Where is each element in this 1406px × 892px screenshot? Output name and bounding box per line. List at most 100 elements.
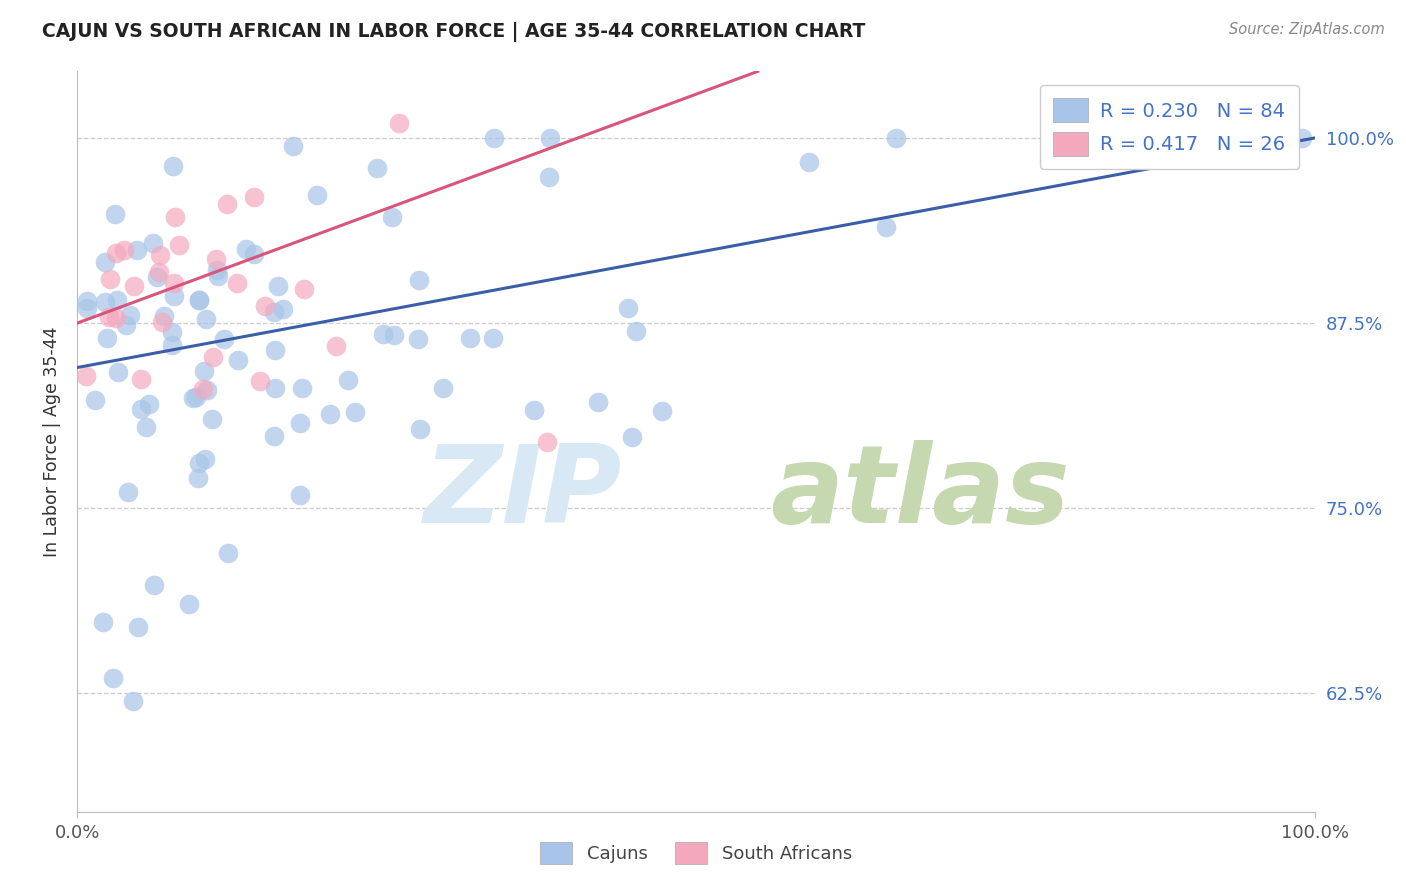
- Point: [1291, 131, 1313, 145]
- Point: [163, 210, 186, 224]
- Point: [235, 242, 257, 256]
- Point: [201, 412, 224, 426]
- Point: [114, 243, 136, 257]
- Point: [194, 311, 217, 326]
- Point: [195, 383, 218, 397]
- Point: [273, 301, 295, 316]
- Point: [149, 248, 172, 262]
- Point: [129, 372, 152, 386]
- Point: [204, 252, 226, 266]
- Point: [135, 419, 157, 434]
- Point: [875, 219, 897, 234]
- Point: [523, 402, 546, 417]
- Point: [537, 169, 560, 184]
- Point: [75, 368, 97, 383]
- Point: [226, 276, 249, 290]
- Point: [183, 392, 205, 406]
- Text: CAJUN VS SOUTH AFRICAN IN LABOR FORCE | AGE 35-44 CORRELATION CHART: CAJUN VS SOUTH AFRICAN IN LABOR FORCE | …: [42, 22, 866, 42]
- Point: [281, 139, 304, 153]
- Point: [205, 263, 228, 277]
- Point: [264, 343, 287, 358]
- Point: [148, 265, 170, 279]
- Point: [98, 310, 121, 325]
- Point: [586, 395, 609, 409]
- Point: [127, 243, 149, 257]
- Point: [76, 301, 98, 315]
- Point: [217, 546, 239, 560]
- Point: [98, 271, 121, 285]
- Point: [105, 246, 128, 260]
- Point: [150, 315, 173, 329]
- Point: [194, 451, 217, 466]
- Point: [184, 390, 207, 404]
- Point: [409, 422, 432, 436]
- Point: [382, 328, 405, 343]
- Point: [104, 310, 127, 325]
- Point: [263, 305, 285, 319]
- Point: [226, 353, 249, 368]
- Point: [163, 289, 186, 303]
- Point: [188, 293, 211, 307]
- Point: [187, 471, 209, 485]
- Point: [101, 672, 124, 686]
- Point: [373, 326, 395, 341]
- Point: [91, 615, 114, 630]
- Point: [138, 397, 160, 411]
- Point: [120, 308, 142, 322]
- Point: [167, 237, 190, 252]
- Point: [153, 309, 176, 323]
- Point: [337, 372, 360, 386]
- Point: [105, 293, 128, 308]
- Point: [187, 293, 209, 307]
- Text: atlas: atlas: [770, 441, 1070, 547]
- Point: [536, 434, 558, 449]
- Point: [408, 272, 430, 286]
- Point: [115, 318, 138, 332]
- Point: [202, 350, 225, 364]
- Point: [107, 365, 129, 379]
- Point: [325, 339, 347, 353]
- Point: [143, 577, 166, 591]
- Point: [290, 416, 312, 430]
- Text: Source: ZipAtlas.com: Source: ZipAtlas.com: [1229, 22, 1385, 37]
- Point: [458, 330, 481, 344]
- Point: [538, 131, 561, 145]
- Point: [142, 236, 165, 251]
- Point: [291, 380, 314, 394]
- Point: [191, 383, 214, 397]
- Point: [319, 407, 342, 421]
- Point: [215, 196, 238, 211]
- Point: [76, 293, 98, 308]
- Point: [84, 393, 107, 408]
- Point: [886, 131, 908, 145]
- Point: [207, 269, 229, 284]
- Point: [263, 381, 285, 395]
- Point: [797, 154, 820, 169]
- Point: [381, 211, 404, 225]
- Point: [122, 278, 145, 293]
- Point: [288, 488, 311, 502]
- Point: [621, 430, 644, 444]
- Point: [122, 694, 145, 708]
- Point: [212, 332, 235, 346]
- Point: [249, 375, 271, 389]
- Point: [482, 131, 505, 145]
- Point: [408, 332, 430, 346]
- Point: [387, 116, 409, 130]
- Point: [145, 270, 167, 285]
- Point: [127, 619, 149, 633]
- Legend: Cajuns, South Africans: Cajuns, South Africans: [533, 834, 859, 871]
- Text: ZIP: ZIP: [423, 441, 621, 547]
- Point: [193, 364, 215, 378]
- Point: [432, 381, 454, 395]
- Point: [96, 331, 118, 345]
- Point: [253, 299, 276, 313]
- Point: [292, 282, 315, 296]
- Point: [94, 255, 117, 269]
- Point: [263, 428, 285, 442]
- Point: [163, 276, 186, 290]
- Point: [94, 295, 117, 310]
- Point: [243, 190, 266, 204]
- Point: [651, 404, 673, 418]
- Point: [117, 485, 139, 500]
